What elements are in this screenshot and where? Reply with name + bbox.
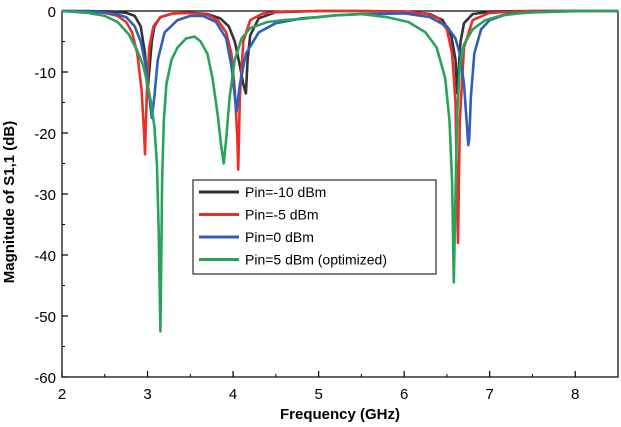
series-line-4 [62,9,618,333]
legend-label-4: Pin=5 dBm (optimized) [245,252,387,268]
series-lines [62,9,618,333]
y-tick-label: -40 [34,248,56,265]
y-tick-label: -10 [34,65,56,82]
x-tick-label: 5 [314,386,322,403]
x-tick-label: 6 [400,386,408,403]
x-tick-label: 7 [486,386,494,403]
legend-label-1: Pin=-10 dBm [245,184,326,200]
legend-label-3: Pin=0 dBm [245,229,314,245]
legend-label-2: Pin=-5 dBm [245,207,319,223]
x-tick-label: 2 [58,386,66,403]
x-axis-title: Frequency (GHz) [280,406,400,423]
y-tick-label: -30 [34,187,56,204]
x-tick-label: 8 [571,386,579,403]
y-tick-label: -50 [34,309,56,326]
y-axis-title: Magnitude of S1,1 (dB) [1,121,18,284]
y-tick-label: -20 [34,126,56,143]
legend: Pin=-10 dBm Pin=-5 dBm Pin=0 dBm Pin=5 dBm … [192,179,437,275]
series-line-1 [62,9,618,95]
x-tick-label: 3 [143,386,151,403]
series-line-2 [62,9,618,245]
y-tick-label: -60 [34,370,56,387]
y-tick-label: 0 [48,4,56,21]
x-tick-label: 4 [229,386,237,403]
tick-labels: 2 3 4 5 6 7 8 0 -10 -20 -30 -40 -50 -60 [34,4,579,403]
